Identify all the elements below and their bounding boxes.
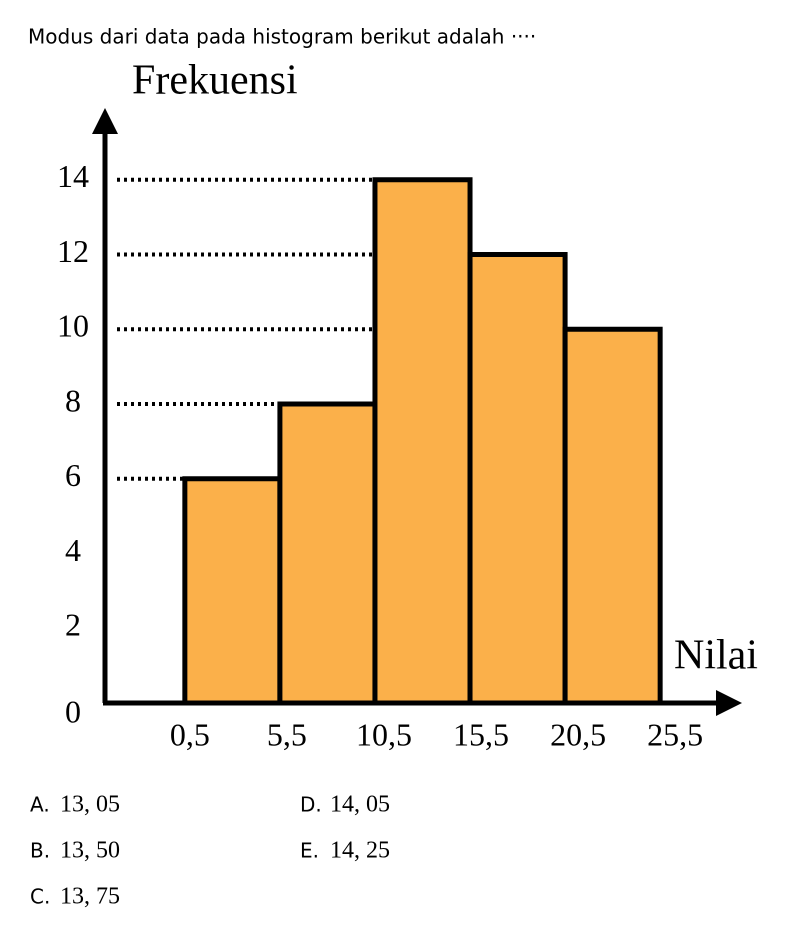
bar: [467, 252, 568, 706]
x-tick-label: 15,5: [453, 716, 509, 752]
bar: [182, 476, 283, 706]
bar: [277, 401, 378, 706]
x-tick-label: 5,5: [267, 716, 307, 752]
y-axis-label: Frekuensi: [132, 58, 298, 104]
option-letter: C.: [30, 885, 50, 909]
bar: [562, 326, 663, 706]
x-arrow: [716, 690, 742, 716]
option-text: 13, 50: [60, 838, 120, 864]
plot: [117, 177, 663, 706]
option-text: 14, 25: [330, 838, 390, 864]
bar: [372, 177, 473, 706]
y-tick-label: 4: [65, 532, 81, 568]
option-letter: D.: [300, 793, 322, 817]
x-tick-label: 25,5: [647, 716, 703, 752]
option-letter: E.: [300, 839, 319, 863]
question: Modus dari data pada histogram berikut a…: [28, 25, 536, 49]
y-arrow: [92, 108, 118, 134]
y-tick-label: 12: [57, 233, 89, 269]
x-axis-label: Nilai: [674, 633, 758, 679]
y-tick-label: 14: [57, 158, 89, 194]
y-tick-label: 2: [65, 607, 81, 643]
y-tick-label: 10: [57, 308, 89, 344]
y-tick-label: 8: [65, 382, 81, 418]
y-tick-label: 6: [65, 457, 81, 493]
x-tick-label: 20,5: [550, 716, 606, 752]
option-letter: A.: [30, 793, 50, 817]
x-tick-label: 0,5: [170, 716, 210, 752]
option-text: 13, 75: [60, 884, 120, 910]
x-tick-label: 10,5: [356, 716, 412, 752]
option-text: 14, 05: [330, 792, 390, 818]
option-text: 13, 05: [60, 792, 120, 818]
y-tick-label: 0: [65, 693, 81, 729]
options: A. 13, 05 B. 13, 50 C. 13, 75 D. 14, 05 E. 14, 25: [30, 792, 390, 910]
option-letter: B.: [30, 839, 50, 863]
